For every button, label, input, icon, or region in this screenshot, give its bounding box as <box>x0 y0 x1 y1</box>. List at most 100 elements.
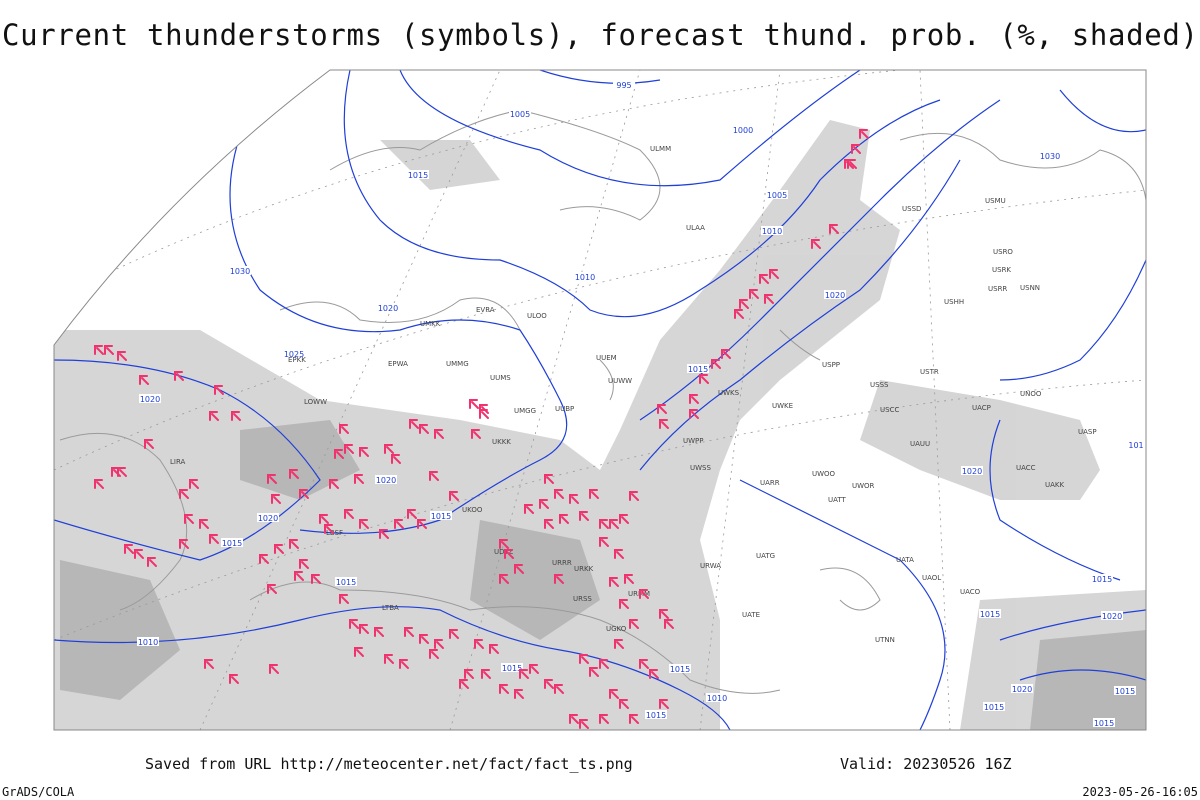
thunderstorm-symbol <box>391 454 401 464</box>
thunderstorm-symbol <box>859 129 869 139</box>
thunderstorm-symbol <box>609 519 619 529</box>
station-label: USRR <box>988 285 1007 293</box>
thunderstorm-symbol <box>419 424 429 434</box>
thunderstorm-symbol <box>294 571 304 581</box>
station-label: LOWW <box>304 398 327 406</box>
thunderstorm-symbol <box>174 371 184 381</box>
isobar-label: 1010 <box>138 638 158 647</box>
station-label: UWKE <box>772 402 793 410</box>
thunderstorm-symbol <box>614 549 624 559</box>
station-label: UNBB <box>1146 382 1166 390</box>
thunderstorm-symbol <box>504 549 514 559</box>
thunderstorm-symbol <box>699 374 709 384</box>
thunderstorm-symbol <box>394 519 404 529</box>
thunderstorm-symbol <box>554 574 564 584</box>
isobar-label-bg <box>669 664 691 673</box>
isobar-label-bg <box>1011 684 1033 693</box>
station-label: UUEM <box>596 354 617 362</box>
isobar-label: 1030 <box>1040 152 1060 161</box>
thunderstorm-symbol <box>289 469 299 479</box>
thunderstorm-symbol <box>434 639 444 649</box>
isobar-label-bg <box>407 170 429 179</box>
thunderstorm-symbol <box>579 654 589 664</box>
thunderstorm-symbol <box>659 419 669 429</box>
isobar-label-bg <box>824 290 846 299</box>
isobar-label-bg <box>732 125 754 134</box>
thunderstorm-symbol <box>111 467 121 477</box>
thunderstorm-symbol <box>739 299 749 309</box>
thunderstorm-symbol <box>659 699 669 709</box>
thunderstorm-symbol <box>464 669 474 679</box>
station-label: UMMG <box>446 360 469 368</box>
thunderstorm-symbol <box>524 504 534 514</box>
isobar-label: 1015 <box>1092 575 1112 584</box>
thunderstorm-symbol <box>599 714 609 724</box>
station-label: LTBA <box>382 604 399 612</box>
thunderstorm-symbol <box>214 385 224 395</box>
isobar-label-bg <box>1093 718 1115 727</box>
thunderstorm-symbol <box>589 667 599 677</box>
station-label: UARR <box>760 479 780 487</box>
station-label: USSD <box>902 205 921 213</box>
thunderstorm-symbol <box>259 554 269 564</box>
isobar-label: 1020 <box>962 467 982 476</box>
thunderstorm-symbol <box>299 489 309 499</box>
isobar-label-bg <box>645 710 667 719</box>
isobar-label-bg <box>283 349 305 358</box>
isobar-label-bg <box>139 394 161 403</box>
thunderstorm-symbol <box>354 647 364 657</box>
thunderstorm-symbol <box>231 411 241 421</box>
thunderstorm-symbol <box>811 239 821 249</box>
thunderstorm-symbol <box>384 654 394 664</box>
isobar-label: 1015 <box>1115 687 1135 696</box>
isobar-label-bg <box>574 272 596 281</box>
graticule <box>54 70 1146 730</box>
thunderstorm-symbol <box>481 669 491 679</box>
thunderstorm-symbol <box>554 684 564 694</box>
isobar-label-bg <box>229 266 251 275</box>
isobar-label-bg <box>257 513 279 522</box>
station-label: UASP <box>1078 428 1097 436</box>
isobar-label: 1015 <box>688 365 708 374</box>
station-label: USPP <box>822 361 840 369</box>
thunderstorm-symbol <box>379 529 389 539</box>
station-label: EVRA <box>476 306 495 314</box>
thunderstorm-symbol <box>554 489 564 499</box>
station-label: UUWW <box>608 377 632 385</box>
thunderstorm-symbol <box>619 599 629 609</box>
thunderstorm-symbol <box>319 514 329 524</box>
isobar-label: 1015 <box>222 539 242 548</box>
station-label: UATA <box>896 556 914 564</box>
thunderstorm-symbol <box>529 664 539 674</box>
thunderstorm-symbol <box>544 474 554 484</box>
isobar-label: 1020 <box>378 304 398 313</box>
thunderstorm-symbol <box>117 351 127 361</box>
isobar-label-bg <box>687 364 709 373</box>
isobar-label: 1015 <box>980 610 1000 619</box>
thunderstorm-symbol <box>144 439 154 449</box>
thunderstorm-symbol <box>474 639 484 649</box>
station-label: UWSS <box>690 464 711 472</box>
station-label: USTR <box>920 368 939 376</box>
thunderstorm-symbol <box>639 589 649 599</box>
thunderstorm-symbol <box>359 624 369 634</box>
thunderstorm-symbol <box>179 539 189 549</box>
station-label: ULMM <box>650 145 671 153</box>
station-label: USSS <box>870 381 889 389</box>
thunderstorm-symbol <box>104 345 114 355</box>
thunderstorm-symbol <box>339 594 349 604</box>
thunderstorm-symbol <box>189 479 199 489</box>
map-title: Current thunderstorms (symbols), forecas… <box>2 18 1198 52</box>
isobar-label-bg <box>430 511 452 520</box>
thunderstorm-symbol <box>334 449 344 459</box>
station-label: UNOO <box>1020 390 1042 398</box>
station-label: UKKK <box>492 438 511 446</box>
isobar-label: 1020 <box>140 395 160 404</box>
isobar-label-bg <box>761 226 783 235</box>
station-label: LBSF <box>326 529 343 537</box>
isobar-label-bg <box>501 663 523 672</box>
thunderstorm-symbol <box>469 399 479 409</box>
thunderstorm-symbol <box>489 644 499 654</box>
credit-right: 2023-05-26-16:05 <box>1082 785 1198 799</box>
